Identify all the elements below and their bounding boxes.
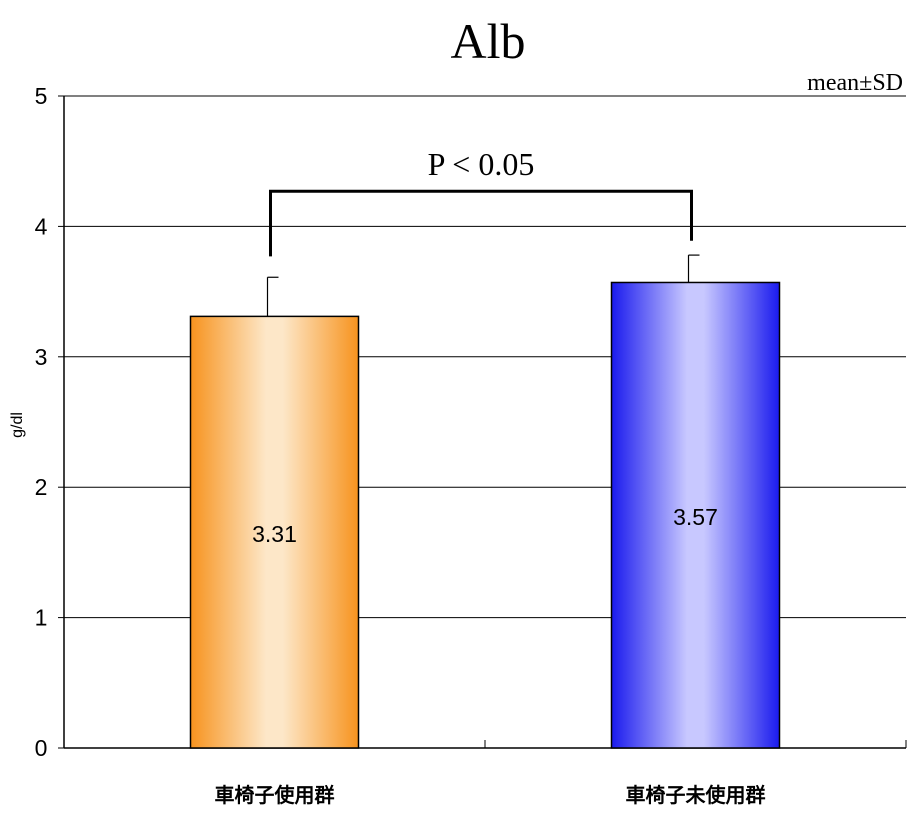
significance-bracket-line	[269, 189, 693, 257]
significance-bracket: P < 0.05	[269, 146, 693, 257]
category-label: 車椅子使用群	[215, 783, 335, 807]
error-bars	[266, 254, 700, 317]
y-tick-label: 3	[35, 344, 48, 370]
y-tick-label: 1	[35, 605, 48, 631]
y-tick-label: 4	[35, 213, 48, 239]
y-tick-label: 5	[35, 83, 48, 109]
y-axis-label: g/dl	[9, 412, 26, 438]
category-label: 車椅子未使用群	[626, 783, 766, 807]
data-label: 3.57	[673, 504, 718, 530]
chart-title: Alb	[451, 13, 526, 69]
stat-note: mean±SD	[807, 70, 903, 96]
data-labels: 3.31 3.57	[252, 504, 718, 547]
y-axis-ticks: 0 1 2 3 4 5	[35, 83, 64, 761]
bars	[189, 281, 781, 749]
category-labels: 車椅子使用群 車椅子未使用群	[215, 783, 766, 807]
bar	[189, 315, 360, 749]
y-tick-label: 2	[35, 474, 48, 500]
data-label: 3.31	[252, 521, 297, 547]
bar	[610, 281, 781, 749]
y-tick-label: 0	[35, 735, 48, 761]
significance-label: P < 0.05	[428, 146, 535, 182]
